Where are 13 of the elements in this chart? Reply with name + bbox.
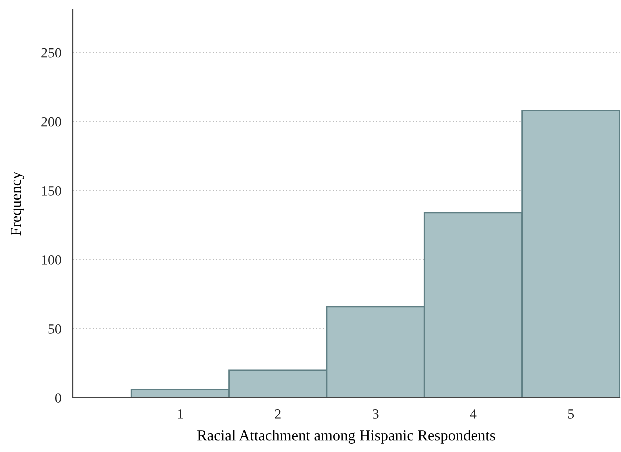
y-tick-label: 200	[42, 117, 62, 127]
x-tick-label: 2	[275, 410, 281, 419]
y-axis-title: Frequency	[11, 172, 24, 236]
y-tick-label: 50	[48, 324, 62, 334]
x-tick-label: 3	[372, 410, 379, 419]
y-tick-label: 250	[42, 48, 62, 58]
x-tick-label: 4	[470, 410, 477, 419]
x-tick-label: 1	[178, 410, 184, 419]
y-tick-label: 0	[55, 394, 62, 403]
x-axis-title: Racial Attachment among Hispanic Respondents	[198, 430, 496, 444]
x-tick-label: 5	[568, 410, 574, 419]
y-tick-label: 150	[42, 186, 62, 196]
y-tick-label: 100	[42, 256, 62, 265]
